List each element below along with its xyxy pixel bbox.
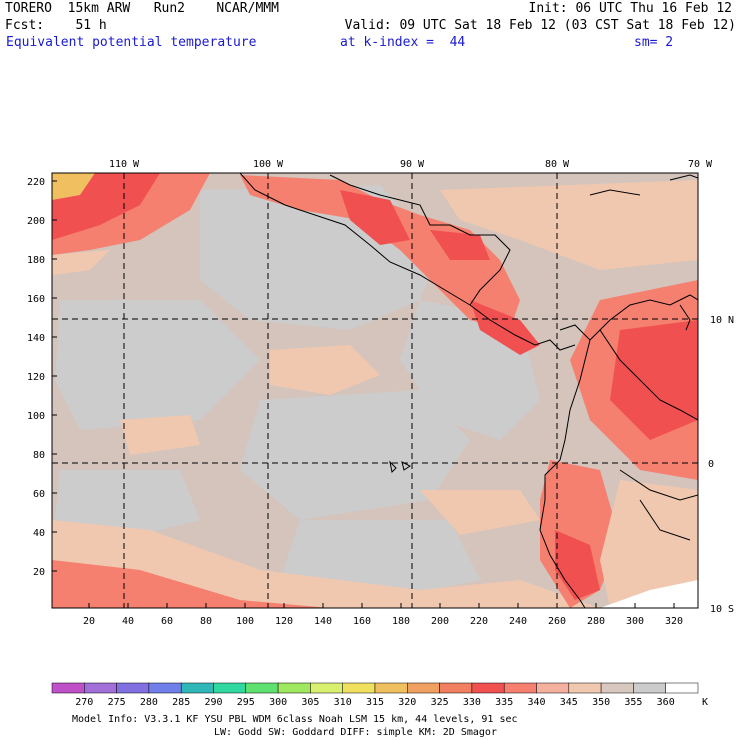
y-tick-label: 200 <box>27 216 45 227</box>
y-tick-label: 20 <box>33 567 45 578</box>
colorbar-cell <box>568 682 602 694</box>
lat-label-0: 0 <box>708 459 714 470</box>
colorbar-label: 330 <box>463 697 481 708</box>
x-tick-label: 320 <box>665 616 683 627</box>
y-tick-label: 60 <box>33 489 45 500</box>
x-tick-label: 260 <box>548 616 566 627</box>
x-tick-label: 240 <box>509 616 527 627</box>
colorbar-cell <box>407 682 440 694</box>
colorbar-label: 320 <box>398 697 416 708</box>
colorbar-label: 295 <box>237 697 255 708</box>
colorbar-cell <box>213 682 247 694</box>
x-tick-label: 300 <box>626 616 644 627</box>
colorbar <box>51 682 699 694</box>
model-info: Model Info: V3.3.1 KF YSU PBL WDM 6class… <box>72 714 518 725</box>
colorbar-cell <box>51 682 85 694</box>
init-time: Init: 06 UTC Thu 16 Feb 12 <box>528 1 733 16</box>
colorbar-unit: K <box>702 697 708 708</box>
forecast-hour: Fcst: 51 h <box>5 18 107 33</box>
x-tick-label: 60 <box>161 616 173 627</box>
y-tick-label: 160 <box>27 294 45 305</box>
colorbar-label: 305 <box>301 697 319 708</box>
colorbar-label: 280 <box>140 697 158 708</box>
coastlines <box>239 173 698 608</box>
colorbar-label: 290 <box>204 697 222 708</box>
colorbar-cell <box>471 682 505 694</box>
colorbar-label: 345 <box>560 697 578 708</box>
colorbar-label: 350 <box>592 697 610 708</box>
colorbar-cell <box>374 682 408 694</box>
colorbar-label: 300 <box>269 697 287 708</box>
field-shading <box>52 173 698 608</box>
colorbar-cell <box>310 682 343 694</box>
axis-ticks <box>52 180 675 608</box>
physics-info: LW: Godd SW: Goddard DIFF: simple KM: 2D… <box>214 727 497 738</box>
colorbar-cell <box>536 682 570 694</box>
colorbar-cell <box>600 682 634 694</box>
colorbar-label: 315 <box>366 697 384 708</box>
colorbar-label: 270 <box>75 697 93 708</box>
level-label: at k-index = 44 <box>340 35 466 50</box>
smoothing-label: sm= 2 <box>634 35 674 50</box>
lon-label-80w: 80 W <box>545 159 570 170</box>
run-info: TORERO 15km ARW Run2 NCAR/MMM <box>5 1 279 16</box>
colorbar-label: 275 <box>108 697 126 708</box>
valid-time: Valid: 09 UTC Sat 18 Feb 12 (03 CST Sat … <box>344 18 736 33</box>
graticule <box>52 173 698 608</box>
x-tick-label: 220 <box>470 616 488 627</box>
field-title: Equivalent potential temperature <box>6 35 257 50</box>
lat-label-10s: 10 S <box>710 604 734 615</box>
colorbar-cell <box>245 682 279 694</box>
y-tick-label: 140 <box>27 333 45 344</box>
lon-label-110w: 110 W <box>109 159 140 170</box>
colorbar-label: 360 <box>657 697 675 708</box>
y-tick-label: 40 <box>33 528 45 539</box>
colorbar-cell <box>342 682 376 694</box>
colorbar-label: 285 <box>172 697 190 708</box>
lat-label-10n: 10 N <box>710 315 734 326</box>
colorbar-label: 310 <box>334 697 352 708</box>
x-tick-label: 140 <box>314 616 332 627</box>
x-tick-label: 120 <box>275 616 293 627</box>
colorbar-cell <box>503 682 537 694</box>
colorbar-cell <box>116 682 150 694</box>
x-tick-label: 20 <box>83 616 95 627</box>
y-tick-label: 180 <box>27 255 45 266</box>
colorbar-cell <box>84 682 117 694</box>
x-tick-label: 280 <box>587 616 605 627</box>
x-tick-label: 160 <box>353 616 371 627</box>
colorbar-label: 335 <box>495 697 513 708</box>
colorbar-cell <box>277 682 311 694</box>
x-tick-label: 200 <box>431 616 449 627</box>
plot-border <box>51 172 699 609</box>
colorbar-cell <box>439 682 473 694</box>
colorbar-cell <box>633 682 666 694</box>
y-tick-label: 120 <box>27 372 45 383</box>
colorbar-label: 340 <box>527 697 545 708</box>
y-tick-label: 220 <box>27 177 45 188</box>
colorbar-cell <box>148 682 182 694</box>
x-tick-label: 100 <box>236 616 254 627</box>
lon-label-100w: 100 W <box>253 159 284 170</box>
x-tick-label: 40 <box>122 616 134 627</box>
y-tick-label: 100 <box>27 411 45 422</box>
lon-label-70w: 70 W <box>688 159 713 170</box>
colorbar-cell <box>180 682 214 694</box>
y-tick-label: 80 <box>33 450 45 461</box>
x-tick-label: 180 <box>392 616 410 627</box>
colorbar-cell <box>665 682 699 694</box>
lon-label-90w: 90 W <box>400 159 425 170</box>
colorbar-label: 325 <box>431 697 449 708</box>
colorbar-label: 355 <box>624 697 642 708</box>
x-tick-label: 80 <box>200 616 212 627</box>
